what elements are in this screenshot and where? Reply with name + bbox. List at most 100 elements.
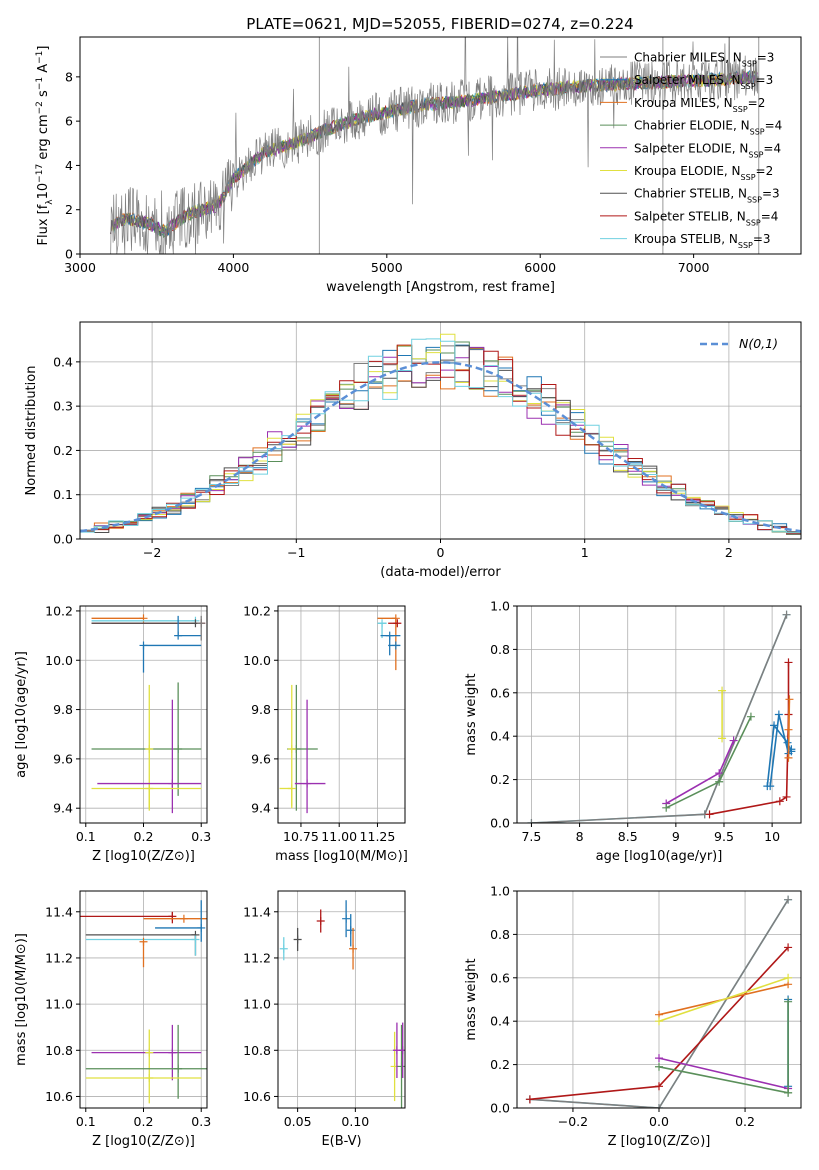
y-tick-label: 0.6 — [490, 685, 510, 700]
series-line — [658, 1057, 789, 1090]
y-tick-label: 6 — [65, 114, 73, 129]
x-tick-label: 3000 — [64, 260, 96, 275]
legend-entry: Chabrier MILES, NSSP=3 — [634, 51, 774, 69]
y-tick-label: 0.8 — [490, 642, 510, 657]
series-line — [665, 716, 752, 809]
data-point — [145, 784, 154, 793]
x-tick-label: 5000 — [371, 260, 403, 275]
data-point — [174, 631, 183, 640]
data-point — [655, 1104, 663, 1108]
panel-spectrum: 3000 4000 5000 6000 7000 0 2 4 6 8 wavelength [Ang… — [35, 36, 802, 295]
y-tick-label: 10.8 — [243, 1043, 271, 1058]
data-point — [378, 619, 387, 628]
plot-area-age_vs_mass — [279, 614, 402, 814]
legend: Chabrier MILES, NSSP=3 Salpeter MILES, NS… — [600, 51, 782, 250]
legend-value: =3 — [753, 232, 771, 246]
legend-entry: Kroupa ELODIE, NSSP=2 — [634, 164, 773, 182]
data-point — [179, 914, 188, 923]
legend-sub: SSP — [738, 241, 753, 250]
y-tick-label: 0.4 — [490, 729, 510, 744]
y-tick-label: 0.1 — [53, 487, 73, 502]
panel-age_vs_Z: 0.1 0.2 0.3 9.4 9.6 9.8 10.0 10.2 Z [log10(Z/Z⊙)… — [14, 603, 211, 864]
data-point — [655, 1062, 663, 1071]
axes-frame — [79, 321, 802, 540]
data-point — [784, 997, 793, 1006]
y-tick-label: 2 — [65, 202, 73, 217]
x-axis-label: (data-model)/error — [380, 565, 501, 580]
legend-value: =3 — [762, 187, 780, 201]
series-line — [658, 1066, 789, 1094]
y-tick-label: 9.6 — [53, 751, 73, 766]
legend-sub: SSP — [750, 127, 765, 136]
x-axis-label: Z [log10(Z/Z⊙)] — [92, 1134, 195, 1149]
y-tick-label: 10.2 — [45, 603, 73, 618]
data-point — [746, 712, 755, 721]
x-tick-label: 0.3 — [191, 1114, 211, 1129]
y-tick-label: 10.2 — [243, 603, 271, 618]
data-point — [197, 923, 206, 932]
panels: 3000 4000 5000 6000 7000 0 2 4 6 8 wavelength [Ang… — [14, 36, 802, 1149]
panel-residual_histogram: −2 −1 0 1 2 0.0 0.1 0.2 0.3 0.4 (data-model)/error… — [24, 321, 802, 580]
panel-age_vs_mass: 10.75 11.00 11.25 9.4 9.6 9.8 10.0 10.2 mass [lo… — [243, 603, 408, 864]
y-tick-label: 11.2 — [243, 950, 271, 965]
data-point — [397, 1062, 405, 1071]
axes-frame — [516, 605, 802, 824]
legend-entry: Chabrier ELODIE, NSSP=4 — [634, 119, 782, 137]
y-tick-label: 0.2 — [53, 443, 73, 458]
data-point — [197, 619, 206, 628]
series-line — [529, 899, 789, 1108]
x-tick-label: 0.1 — [76, 829, 96, 844]
legend-sub: SSP — [742, 59, 757, 68]
y-tick-label: 11.4 — [45, 904, 73, 919]
y-tick-label: 11.0 — [45, 997, 73, 1012]
legend-sub: SSP — [746, 218, 761, 227]
x-tick-label: 9.5 — [714, 829, 734, 844]
plot-area-residual_histogram — [80, 333, 801, 535]
y-tick-label: 10.6 — [45, 1089, 73, 1104]
axes-frame — [516, 890, 802, 1109]
legend-entry: Kroupa STELIB, NSSP=3 — [634, 232, 771, 250]
data-point — [145, 1048, 154, 1057]
legend-value: =4 — [761, 209, 779, 223]
data-point — [782, 792, 791, 801]
data-point — [655, 1082, 663, 1091]
y-tick-label: 10.6 — [243, 1089, 271, 1104]
y-tick-label: 9.8 — [251, 702, 271, 717]
data-point — [770, 721, 779, 730]
x-tick-label: 0.3 — [191, 829, 211, 844]
plot-area-mass_vs_Z — [80, 900, 207, 1104]
data-point — [784, 753, 793, 762]
legend-value: =3 — [756, 73, 774, 87]
y-axis-label: Normed distribution — [24, 366, 39, 496]
y-tick-label: 0.0 — [53, 532, 73, 547]
legend: N(0,1) — [700, 336, 778, 351]
data-point — [391, 614, 400, 623]
data-point — [715, 769, 724, 778]
axes-frame — [79, 605, 208, 824]
y-tick-label: 1.0 — [490, 884, 510, 899]
x-tick-label: 2 — [725, 545, 733, 560]
data-point — [316, 917, 325, 926]
data-point — [279, 944, 288, 953]
y-axis-label: mass weight — [464, 673, 479, 755]
x-tick-label: 0 — [437, 545, 445, 560]
data-point — [139, 937, 148, 946]
data-point — [303, 779, 312, 788]
y-tick-label: 10.0 — [243, 653, 271, 668]
axes-frame — [79, 890, 208, 1109]
x-axis-label: wavelength [Angstrom, rest frame] — [326, 280, 555, 295]
legend-sub: SSP — [733, 104, 748, 113]
histogram-salpeter-stelib — [80, 344, 801, 535]
y-tick-label: 11.2 — [45, 950, 73, 965]
data-point — [729, 736, 738, 745]
data-point — [774, 710, 783, 719]
panel-mass_vs_ebv: 0.05 0.10 10.6 10.8 11.0 11.2 11.4 E(B-V) — [243, 890, 406, 1149]
panel-mass_weight_vs_age: 7.5 8 8.5 9 9.5 10 0.0 0.2 0.4 0.6 0.8 1.0 age [log1… — [464, 599, 802, 864]
x-tick-label: 0.05 — [284, 1114, 312, 1129]
data-point — [349, 944, 358, 953]
data-point — [775, 797, 784, 806]
data-point — [785, 695, 794, 704]
data-point — [763, 782, 772, 791]
y-tick-label: 0.0 — [490, 1101, 510, 1116]
y-tick-label: 11.4 — [243, 904, 271, 919]
